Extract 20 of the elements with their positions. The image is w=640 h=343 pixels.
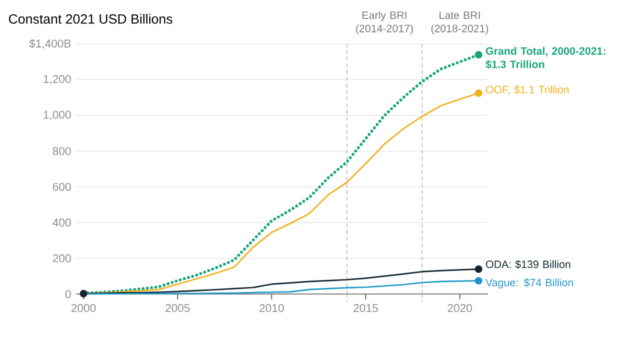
x-tick-label: 2005 [166, 304, 190, 312]
series-label: Grand Total, 2000-2021: $1.3 Trillion [486, 46, 606, 69]
x-tick-label: 2015 [354, 304, 378, 312]
x-tick-label: 2020 [448, 304, 472, 312]
ref-line-label: Late BRI (2018-2021) [431, 12, 488, 34]
y-tick-label: 1,000 [44, 110, 71, 120]
y-tick-label: 800 [52, 147, 71, 156]
series-label: Vague: $74 Billion [486, 278, 573, 288]
x-tick-label: 2000 [71, 304, 96, 312]
y-tick-label: 1,200 [44, 75, 71, 84]
series-label: OOF, $1.1 Trillion [486, 85, 569, 95]
y-tick-label: 400 [52, 218, 71, 227]
y-tick-label: 600 [52, 182, 71, 191]
y-tick-label: 200 [52, 254, 71, 262]
y-tick-label: $1,400B [29, 39, 71, 49]
x-tick-label: 2010 [260, 304, 284, 312]
series-label: ODA: $139 Billion [486, 260, 570, 269]
ref-line-label: Early BRI (2014-2017) [356, 11, 413, 34]
y-tick-label: 0 [65, 290, 71, 298]
chart-title: Constant 2021 USD Billions [8, 14, 172, 24]
